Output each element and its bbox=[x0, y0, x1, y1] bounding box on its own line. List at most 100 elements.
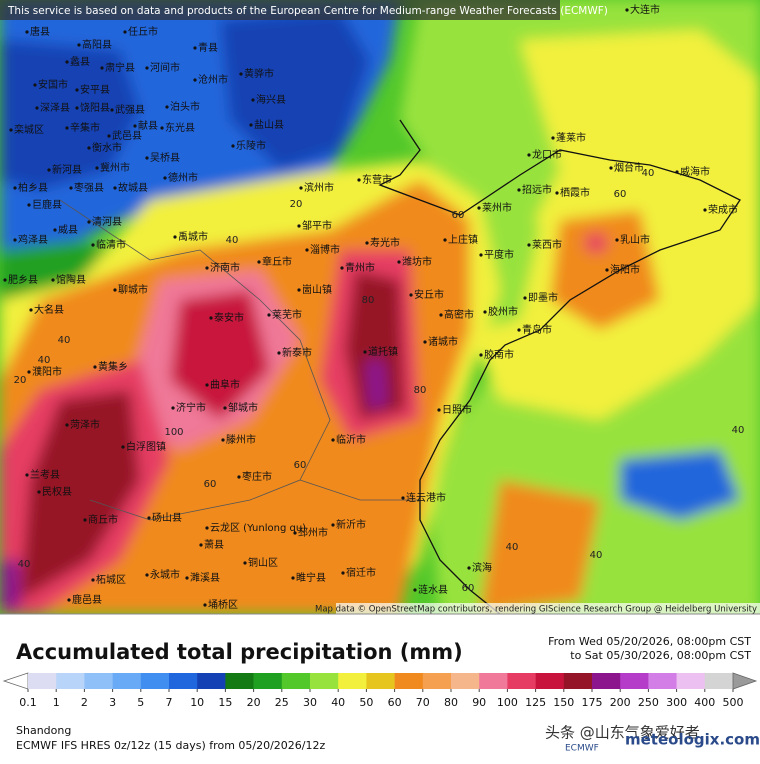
place-dot bbox=[110, 108, 114, 112]
place-label: 乳山市 bbox=[620, 233, 650, 246]
contour-label: 20 bbox=[290, 199, 303, 210]
place-label: 邳州市 bbox=[298, 526, 328, 539]
place-dot bbox=[77, 43, 81, 47]
place-label: 青州市 bbox=[345, 261, 375, 274]
notice: This service is based on data and produc… bbox=[7, 5, 608, 17]
place-label: 黄骅市 bbox=[244, 67, 274, 80]
place-label: 任丘市 bbox=[128, 25, 158, 38]
place-label: 柘城区 bbox=[96, 573, 126, 586]
place-label: 故城县 bbox=[118, 181, 148, 194]
colorbar-cell bbox=[84, 673, 113, 689]
place-label: 崮山镇 bbox=[302, 283, 332, 296]
tick-label: 175 bbox=[582, 696, 603, 709]
contour-label: 60 bbox=[294, 460, 307, 471]
place-dot bbox=[605, 268, 609, 272]
place-dot bbox=[439, 313, 443, 317]
place-dot bbox=[87, 146, 91, 150]
colorbar-cell bbox=[535, 673, 565, 689]
place-dot bbox=[171, 406, 175, 410]
colorbar-cell bbox=[451, 673, 480, 689]
place-label: 兰考县 bbox=[30, 468, 60, 481]
place-label: 德州市 bbox=[168, 171, 198, 184]
place-label: 安平县 bbox=[80, 83, 110, 96]
place-dot bbox=[479, 353, 483, 357]
tick-label: 20 bbox=[247, 696, 261, 709]
place-label: 清河县 bbox=[92, 215, 122, 228]
place-label: 民权县 bbox=[42, 485, 72, 498]
place-dot bbox=[409, 293, 413, 297]
colorbar-cell bbox=[56, 673, 85, 689]
place-dot bbox=[51, 278, 55, 282]
place-label: 安国市 bbox=[38, 78, 68, 91]
place-dot bbox=[25, 30, 29, 34]
place-label: 唐县 bbox=[30, 25, 50, 38]
place-label: 蠡县 bbox=[70, 55, 90, 68]
tick-label: 300 bbox=[666, 696, 687, 709]
place-dot bbox=[277, 351, 281, 355]
contour-label: 40 bbox=[58, 335, 71, 346]
place-label: 大连市 bbox=[630, 3, 660, 16]
place-dot bbox=[123, 30, 127, 34]
place-label: 宿迁市 bbox=[346, 566, 376, 579]
place-dot bbox=[237, 475, 241, 479]
place-label: 萧县 bbox=[204, 539, 224, 551]
place-dot bbox=[145, 573, 149, 577]
tick-label: 90 bbox=[472, 696, 486, 709]
contour-label: 60 bbox=[452, 210, 465, 221]
place-label: 鸡泽县 bbox=[18, 233, 48, 246]
place-label: 禹城市 bbox=[178, 230, 208, 243]
place-dot bbox=[107, 134, 111, 138]
place-label: 栾城区 bbox=[14, 123, 44, 136]
place-dot bbox=[13, 186, 17, 190]
colorbar-cell bbox=[253, 673, 283, 689]
place-dot bbox=[527, 153, 531, 157]
place-label: 柏乡县 bbox=[18, 181, 48, 194]
place-label: 滕州市 bbox=[226, 433, 256, 446]
place-label: 威县 bbox=[58, 223, 78, 236]
colorbar-cell bbox=[394, 673, 424, 689]
place-label: 濮阳市 bbox=[32, 365, 62, 378]
place-label: 临清市 bbox=[96, 238, 126, 251]
colorbar-cell bbox=[704, 673, 734, 689]
place-label: 濉溪县 bbox=[190, 571, 220, 584]
tick-label: 500 bbox=[723, 696, 744, 709]
place-label: 沧州市 bbox=[198, 73, 228, 86]
place-label: 海阳市 bbox=[610, 263, 640, 276]
tick-label: 100 bbox=[497, 696, 518, 709]
place-dot bbox=[609, 166, 613, 170]
place-dot bbox=[205, 383, 209, 387]
place-label: 平度市 bbox=[484, 248, 514, 261]
place-dot bbox=[297, 224, 301, 228]
tick-label: 400 bbox=[694, 696, 715, 709]
place-dot bbox=[221, 438, 225, 442]
place-label: 曲阜市 bbox=[210, 378, 240, 391]
place-dot bbox=[703, 208, 707, 212]
place-dot bbox=[437, 408, 441, 412]
place-label: 日照市 bbox=[442, 403, 472, 416]
place-dot bbox=[165, 105, 169, 109]
place-label: 深泽县 bbox=[40, 102, 70, 114]
notice-bar bbox=[0, 0, 560, 20]
colorbar-cell bbox=[507, 673, 536, 689]
place-label: 冀州市 bbox=[100, 161, 130, 174]
colorbar: 0.1 1 2 3 5 7 10 15 20 25 30 40 50 60 70 80 90 100 125 150 1… bbox=[2, 672, 758, 709]
place-dot bbox=[53, 228, 57, 232]
colorbar-cell bbox=[563, 673, 593, 689]
place-label: 邹城市 bbox=[228, 401, 258, 414]
colorbar-cell bbox=[366, 673, 395, 689]
place-dot bbox=[467, 566, 471, 570]
place-label: 白浮图镇 bbox=[126, 440, 166, 453]
place-dot bbox=[517, 188, 521, 192]
under-arrow bbox=[2, 672, 29, 690]
place-dot bbox=[527, 243, 531, 247]
coastline bbox=[378, 119, 741, 614]
watermark: 头条 @山东气象爱好者 bbox=[545, 724, 700, 742]
contour-label: 40 bbox=[642, 168, 655, 179]
place-label: 菏泽市 bbox=[70, 418, 100, 431]
place-label: 莱州市 bbox=[482, 201, 512, 214]
place-dot bbox=[209, 316, 213, 320]
place-dot bbox=[3, 278, 7, 282]
place-label: 大名县 bbox=[34, 303, 64, 316]
contour-labels: 60 40 20 40 60 40 40 60 80 100 60 40 40 80 40 40 60 20 bbox=[14, 168, 745, 594]
colorbar-cell bbox=[310, 673, 339, 689]
